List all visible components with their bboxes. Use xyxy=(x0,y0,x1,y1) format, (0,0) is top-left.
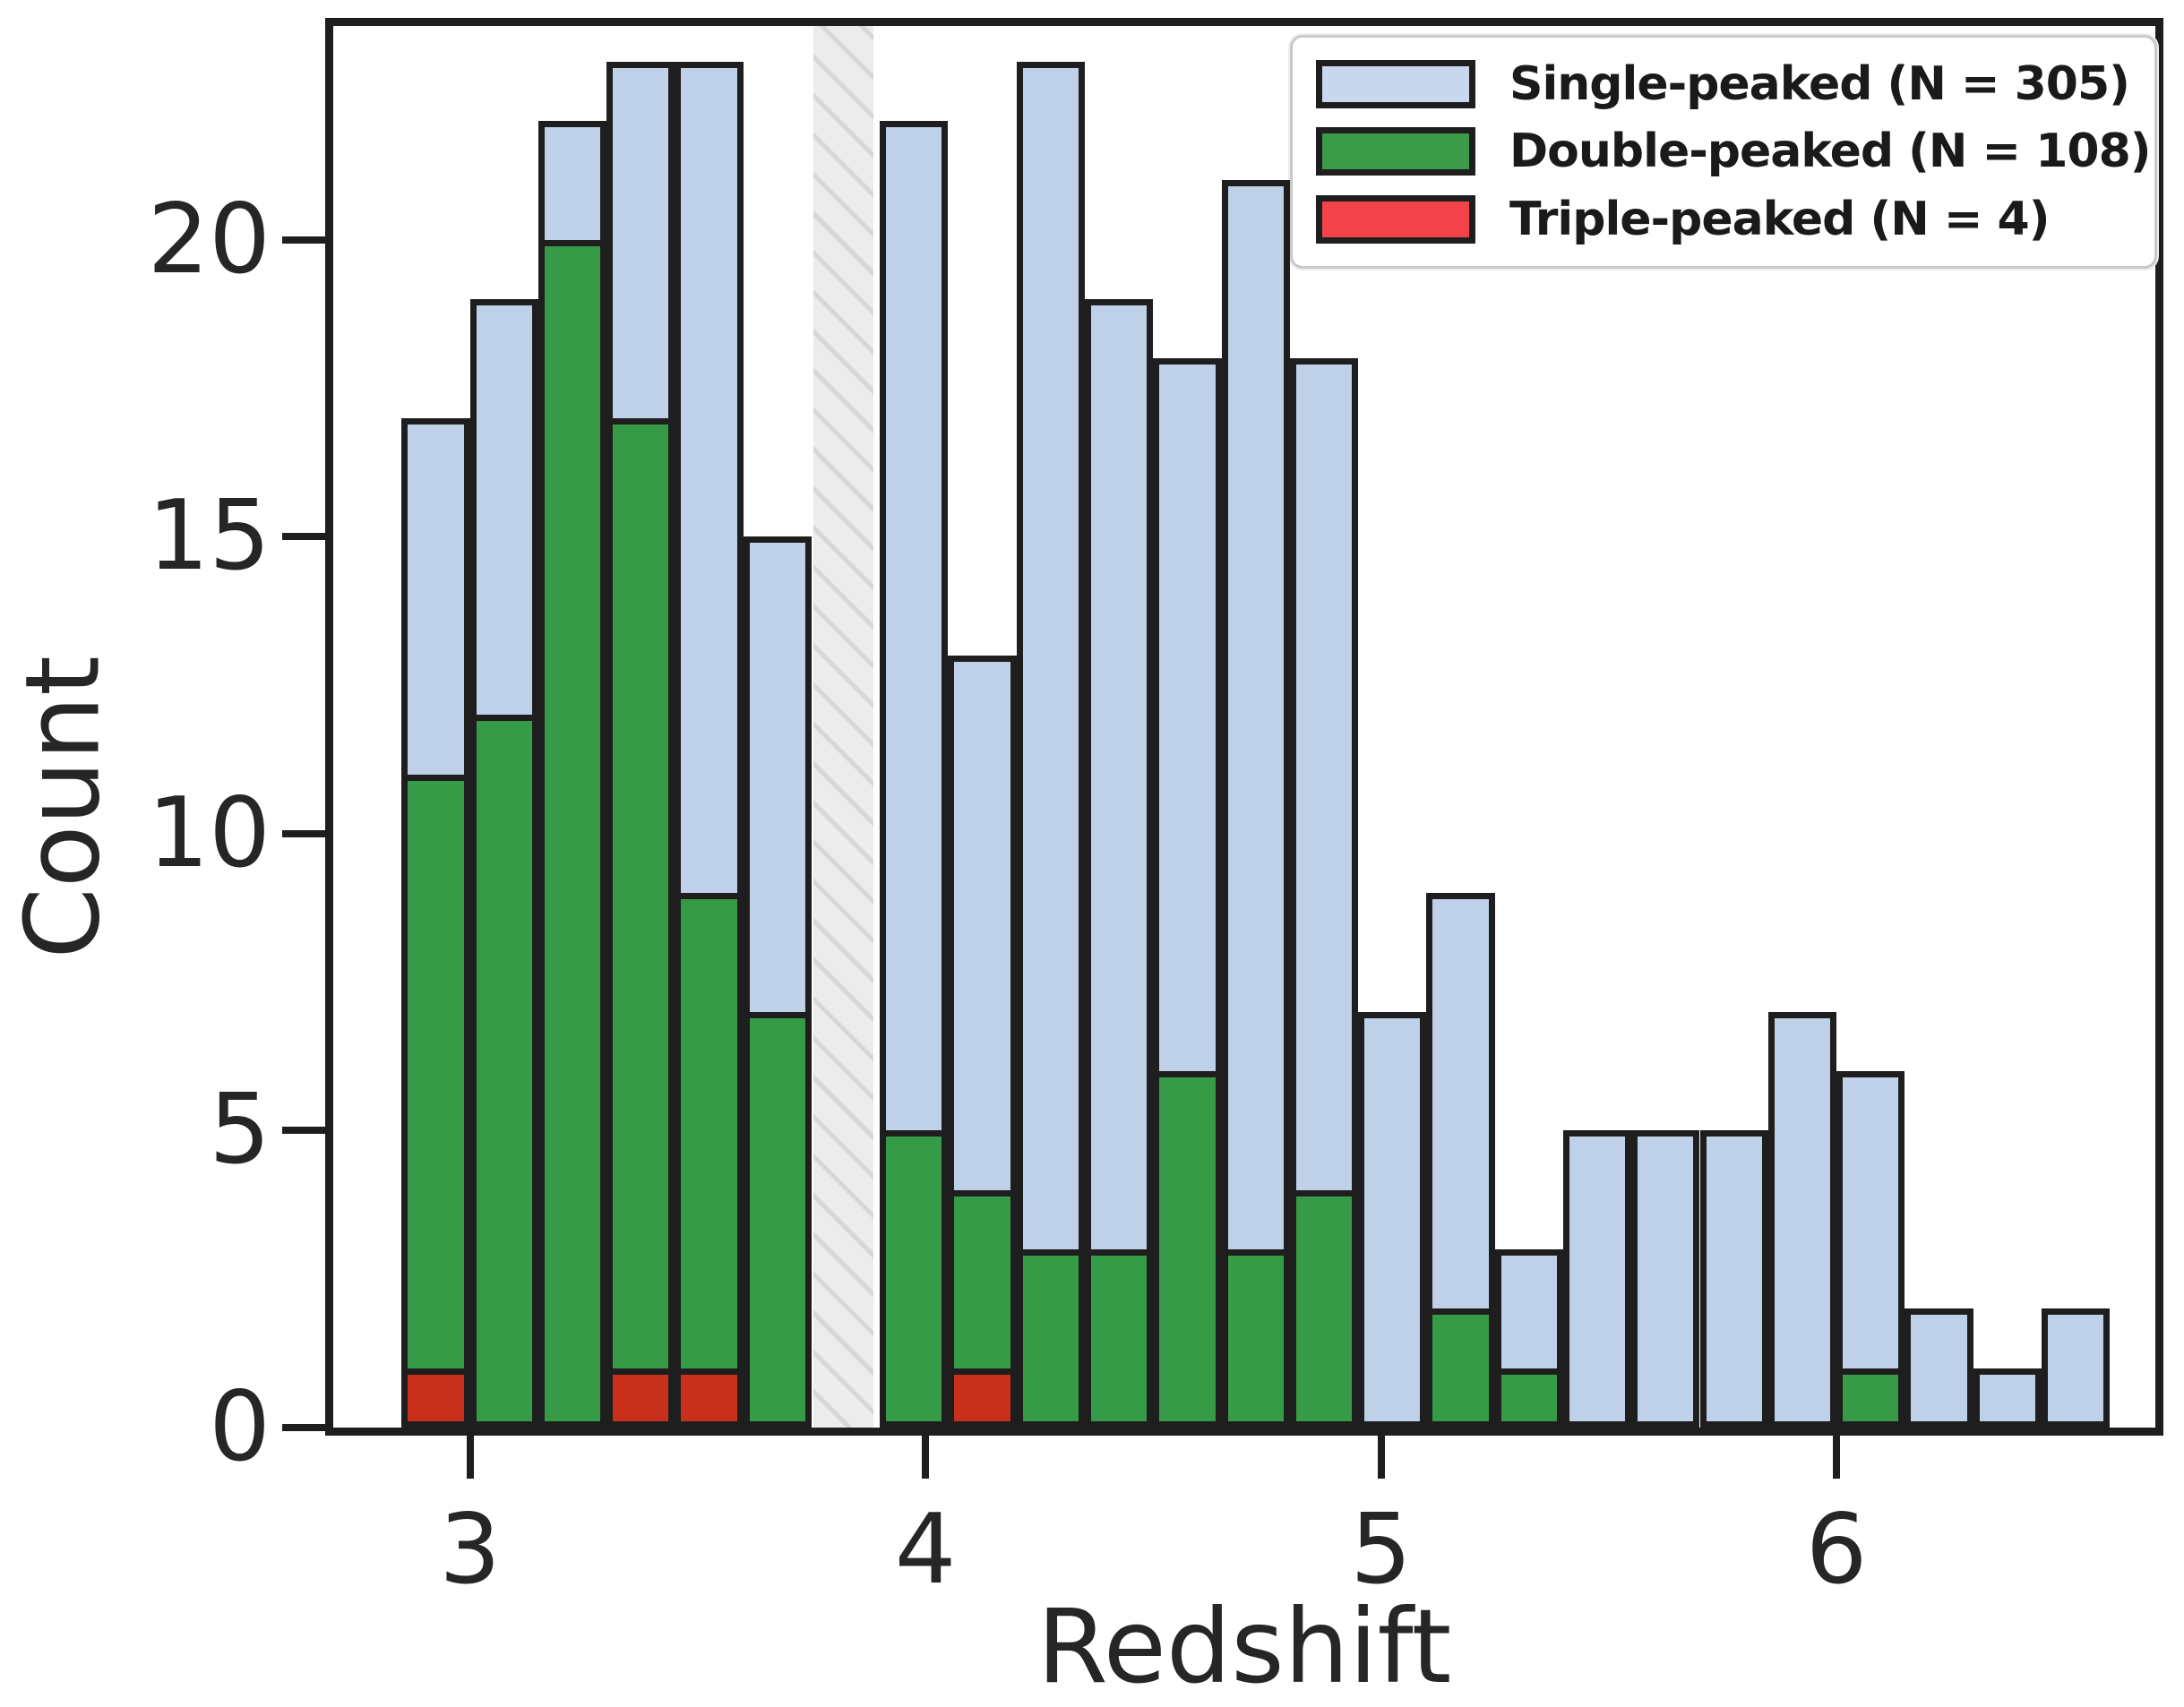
y-tick-mark xyxy=(282,1424,325,1431)
plot-area xyxy=(325,18,2163,1436)
x-tick-mark xyxy=(1377,1436,1385,1479)
x-tick-mark xyxy=(1833,1436,1841,1479)
x-tick-mark xyxy=(922,1436,930,1479)
x-axis-label: Redshift xyxy=(1036,1587,1452,1706)
legend-row-double: Double-peaked (N = 108) xyxy=(1316,124,2152,178)
single-peaked-swatch xyxy=(1316,59,1475,108)
y-tick-mark xyxy=(282,1127,325,1135)
triple-peaked-swatch xyxy=(1316,195,1475,244)
legend-label-single: Single-peaked (N = 305) xyxy=(1509,56,2130,111)
y-tick-label: 20 xyxy=(147,183,271,296)
legend-row-triple: Triple-peaked (N = 4) xyxy=(1316,193,2131,246)
legend-label-triple: Triple-peaked (N = 4) xyxy=(1509,193,2050,247)
y-tick-mark xyxy=(282,829,325,837)
y-tick-label: 0 xyxy=(209,1371,271,1483)
legend-row-single: Single-peaked (N = 305) xyxy=(1316,57,2131,111)
double-peaked-swatch xyxy=(1316,127,1475,176)
x-tick-mark xyxy=(466,1436,474,1479)
x-tick-label: 3 xyxy=(439,1494,501,1606)
y-tick-mark xyxy=(282,533,325,541)
legend-label-double: Double-peaked (N = 108) xyxy=(1509,124,2152,179)
x-tick-label: 6 xyxy=(1805,1494,1868,1606)
y-axis-label: Count xyxy=(3,656,123,959)
legend: Single-peaked (N = 305) Double-peaked (N… xyxy=(1290,35,2157,269)
y-tick-mark xyxy=(282,236,325,244)
